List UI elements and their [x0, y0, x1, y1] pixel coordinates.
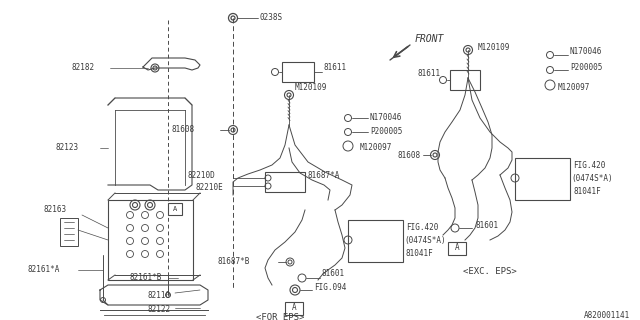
Circle shape — [147, 203, 152, 207]
Text: 82161*A: 82161*A — [28, 266, 60, 275]
Bar — [282, 62, 314, 82]
Text: FIG.420: FIG.420 — [406, 223, 438, 233]
Text: M120097: M120097 — [558, 84, 590, 92]
Bar — [168, 203, 182, 215]
Text: (0474S*A): (0474S*A) — [571, 174, 612, 183]
Text: 81041F: 81041F — [573, 188, 601, 196]
Bar — [448, 242, 466, 255]
Text: 82182: 82182 — [72, 63, 95, 73]
Bar — [515, 158, 570, 200]
Bar — [265, 172, 305, 192]
Bar — [450, 70, 480, 90]
Circle shape — [231, 16, 235, 20]
Text: 81601: 81601 — [475, 220, 498, 229]
Text: 82163: 82163 — [44, 205, 67, 214]
Text: A: A — [292, 303, 296, 313]
Text: N170046: N170046 — [370, 114, 403, 123]
Text: P200005: P200005 — [570, 63, 602, 73]
Text: A820001141: A820001141 — [584, 310, 630, 319]
Text: M120097: M120097 — [360, 143, 392, 153]
Text: 81687*B: 81687*B — [218, 258, 250, 267]
Text: A: A — [454, 244, 460, 252]
Text: FIG.094: FIG.094 — [314, 284, 346, 292]
Bar — [108, 200, 193, 280]
Text: <FOR EPS>: <FOR EPS> — [256, 314, 304, 320]
Text: 82123: 82123 — [55, 143, 78, 153]
Text: M120109: M120109 — [478, 44, 510, 52]
Circle shape — [288, 260, 292, 264]
Bar — [285, 302, 303, 315]
Text: (0474S*A): (0474S*A) — [404, 236, 445, 245]
Text: FIG.420: FIG.420 — [573, 162, 605, 171]
Text: 82210D: 82210D — [188, 171, 216, 180]
Text: N170046: N170046 — [570, 47, 602, 57]
Text: <EXC. EPS>: <EXC. EPS> — [463, 268, 517, 276]
Text: 82122: 82122 — [148, 306, 171, 315]
Text: 81601: 81601 — [322, 269, 345, 278]
Text: 81041F: 81041F — [406, 250, 434, 259]
Text: M120109: M120109 — [295, 84, 328, 92]
Text: A: A — [173, 206, 177, 212]
Text: 81611: 81611 — [324, 63, 347, 73]
Bar — [60, 218, 78, 246]
Text: 81611: 81611 — [418, 68, 441, 77]
Text: 81608: 81608 — [172, 125, 195, 134]
Circle shape — [132, 203, 138, 207]
Text: 81608: 81608 — [397, 150, 420, 159]
Text: 0238S: 0238S — [260, 13, 283, 22]
Text: 82210E: 82210E — [196, 183, 224, 193]
Text: FRONT: FRONT — [415, 34, 444, 44]
Bar — [348, 220, 403, 262]
Text: P200005: P200005 — [370, 127, 403, 137]
Text: 81687*A: 81687*A — [308, 171, 340, 180]
Text: 82161*B: 82161*B — [130, 274, 163, 283]
Text: 82110: 82110 — [148, 291, 171, 300]
